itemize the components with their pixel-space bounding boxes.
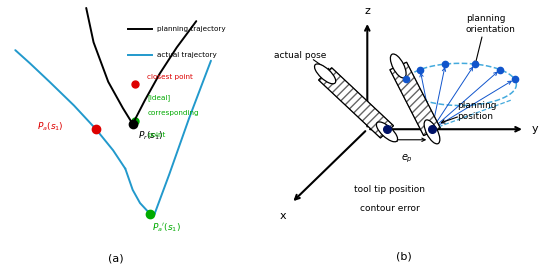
Text: planning
orientation: planning orientation <box>466 14 515 34</box>
Text: $e_p$: $e_p$ <box>401 153 412 165</box>
Text: $P_a{'}(s_1)$: $P_a{'}(s_1)$ <box>152 221 181 234</box>
Text: y: y <box>532 124 538 134</box>
Text: contour error: contour error <box>360 204 420 213</box>
Text: corresponding: corresponding <box>147 110 199 116</box>
Text: (b): (b) <box>396 251 412 261</box>
Ellipse shape <box>390 54 406 78</box>
Text: planning
position: planning position <box>457 101 497 121</box>
Text: tool tip position: tool tip position <box>354 185 425 194</box>
Text: x: x <box>279 211 286 221</box>
Text: $P_r(s_1)$: $P_r(s_1)$ <box>138 129 163 142</box>
Text: point: point <box>147 132 166 137</box>
Text: planning trajectory: planning trajectory <box>157 26 226 32</box>
Text: $P_a(s_1)$: $P_a(s_1)$ <box>37 120 64 133</box>
Ellipse shape <box>376 122 398 142</box>
Polygon shape <box>318 68 394 138</box>
Text: z: z <box>364 6 370 16</box>
Ellipse shape <box>315 64 336 84</box>
Text: (a): (a) <box>108 254 123 264</box>
Polygon shape <box>390 62 441 136</box>
Text: actual pose: actual pose <box>274 51 327 60</box>
Text: closest point: closest point <box>147 73 193 80</box>
Text: [ideal]: [ideal] <box>147 94 170 101</box>
Text: actual trajectory: actual trajectory <box>157 52 217 58</box>
Ellipse shape <box>424 120 440 144</box>
